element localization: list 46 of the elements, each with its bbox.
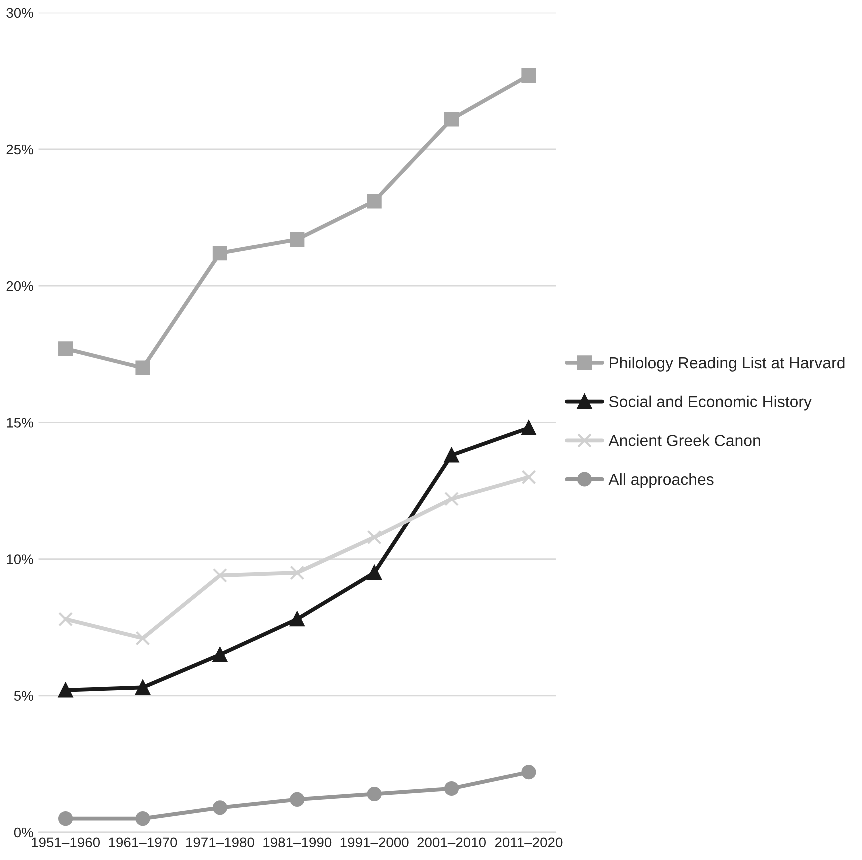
- point: [444, 448, 460, 463]
- point: [444, 112, 460, 127]
- point: [367, 194, 382, 209]
- point: [58, 342, 74, 356]
- x-tick-label: 1951–1960: [32, 838, 100, 848]
- point: [367, 566, 382, 580]
- point: [367, 786, 382, 802]
- y-tick-label: 15%: [7, 418, 34, 428]
- point: [444, 492, 460, 506]
- point: [367, 530, 382, 545]
- x-tick-label: 2011–2020: [495, 838, 563, 848]
- point: [290, 792, 305, 807]
- point: [136, 631, 150, 646]
- point: [444, 781, 460, 796]
- point: [290, 566, 305, 580]
- legend-label: All approaches: [608, 474, 714, 488]
- x-tick-label: 1991–2000: [340, 838, 409, 848]
- y-tick-label: 20%: [6, 281, 34, 292]
- y-tick-label: 10%: [7, 554, 34, 564]
- point: [212, 800, 228, 816]
- point: [522, 68, 536, 84]
- y-tick-label: 25%: [6, 144, 34, 155]
- point: [522, 420, 536, 436]
- point: [136, 812, 150, 826]
- x-tick-label: 1981–1990: [264, 838, 332, 848]
- y-tick-label: 5%: [14, 691, 34, 702]
- point: [522, 470, 536, 485]
- point: [290, 232, 305, 247]
- point: [58, 683, 74, 698]
- point: [136, 680, 150, 695]
- point: [212, 246, 228, 261]
- point: [212, 568, 228, 583]
- x-tick-label: 1961–1970: [109, 838, 178, 848]
- legend-label: Social and Economic History: [609, 396, 812, 411]
- y-tick-label: 0%: [14, 828, 34, 838]
- x-tick-label: 2001–2010: [418, 838, 486, 848]
- point: [58, 612, 74, 627]
- legend-label: Philology Reading List at Harvard: [610, 356, 845, 372]
- point: [58, 812, 74, 826]
- point: [522, 765, 536, 780]
- legend-label: Ancient Greek Canon: [608, 434, 760, 446]
- point: [212, 648, 228, 662]
- x-tick-label: 1971–1980: [186, 838, 254, 848]
- y-tick-label: 30%: [6, 8, 34, 18]
- point: [290, 612, 305, 627]
- point: [136, 360, 150, 376]
